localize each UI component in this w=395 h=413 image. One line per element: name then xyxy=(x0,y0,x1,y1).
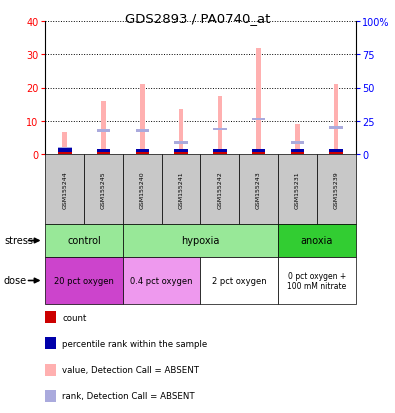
Text: anoxia: anoxia xyxy=(301,236,333,246)
Text: GSM155231: GSM155231 xyxy=(295,171,300,208)
Bar xyxy=(252,153,265,154)
Text: control: control xyxy=(67,236,101,246)
Text: GSM155242: GSM155242 xyxy=(217,171,222,209)
Bar xyxy=(140,85,145,154)
Text: 0.4 pct oxygen: 0.4 pct oxygen xyxy=(130,276,193,285)
Bar xyxy=(329,150,343,153)
Bar xyxy=(135,153,149,154)
Bar xyxy=(291,142,304,144)
Text: hypoxia: hypoxia xyxy=(181,236,220,246)
Text: 2 pct oxygen: 2 pct oxygen xyxy=(212,276,267,285)
Bar xyxy=(334,85,339,154)
Text: GSM155245: GSM155245 xyxy=(101,171,106,208)
Bar xyxy=(252,119,265,121)
Text: count: count xyxy=(62,313,87,322)
Bar xyxy=(97,130,110,133)
Text: dose: dose xyxy=(4,276,27,286)
Bar xyxy=(62,133,67,154)
Text: rank, Detection Call = ABSENT: rank, Detection Call = ABSENT xyxy=(62,392,195,401)
Text: GDS2893 / PA0740_at: GDS2893 / PA0740_at xyxy=(125,12,270,24)
Bar xyxy=(58,149,71,153)
Text: GSM155239: GSM155239 xyxy=(334,171,339,209)
Bar xyxy=(213,150,227,153)
Bar xyxy=(291,150,304,153)
Bar xyxy=(256,48,261,154)
Text: stress: stress xyxy=(4,236,33,246)
Text: 20 pct oxygen: 20 pct oxygen xyxy=(54,276,114,285)
Bar xyxy=(291,153,304,154)
Text: GSM155241: GSM155241 xyxy=(179,171,184,208)
Bar xyxy=(101,102,106,154)
Text: GSM155244: GSM155244 xyxy=(62,171,67,209)
Bar xyxy=(174,153,188,154)
Bar xyxy=(97,150,110,153)
Bar xyxy=(213,128,227,131)
Bar xyxy=(174,142,188,144)
Bar xyxy=(329,127,343,129)
Bar xyxy=(213,153,227,154)
Bar xyxy=(97,153,110,154)
Text: GSM155240: GSM155240 xyxy=(140,171,145,208)
Bar xyxy=(58,147,71,150)
Text: GSM155243: GSM155243 xyxy=(256,171,261,209)
Text: value, Detection Call = ABSENT: value, Detection Call = ABSENT xyxy=(62,365,199,374)
Text: percentile rank within the sample: percentile rank within the sample xyxy=(62,339,208,348)
Bar xyxy=(295,125,300,154)
Bar xyxy=(179,110,183,154)
Bar xyxy=(329,153,343,154)
Bar xyxy=(174,150,188,153)
Bar xyxy=(218,97,222,154)
Bar xyxy=(135,130,149,133)
Bar xyxy=(58,153,71,154)
Bar xyxy=(252,150,265,153)
Bar xyxy=(135,150,149,153)
Text: 0 pct oxygen +
100 mM nitrate: 0 pct oxygen + 100 mM nitrate xyxy=(287,271,346,290)
